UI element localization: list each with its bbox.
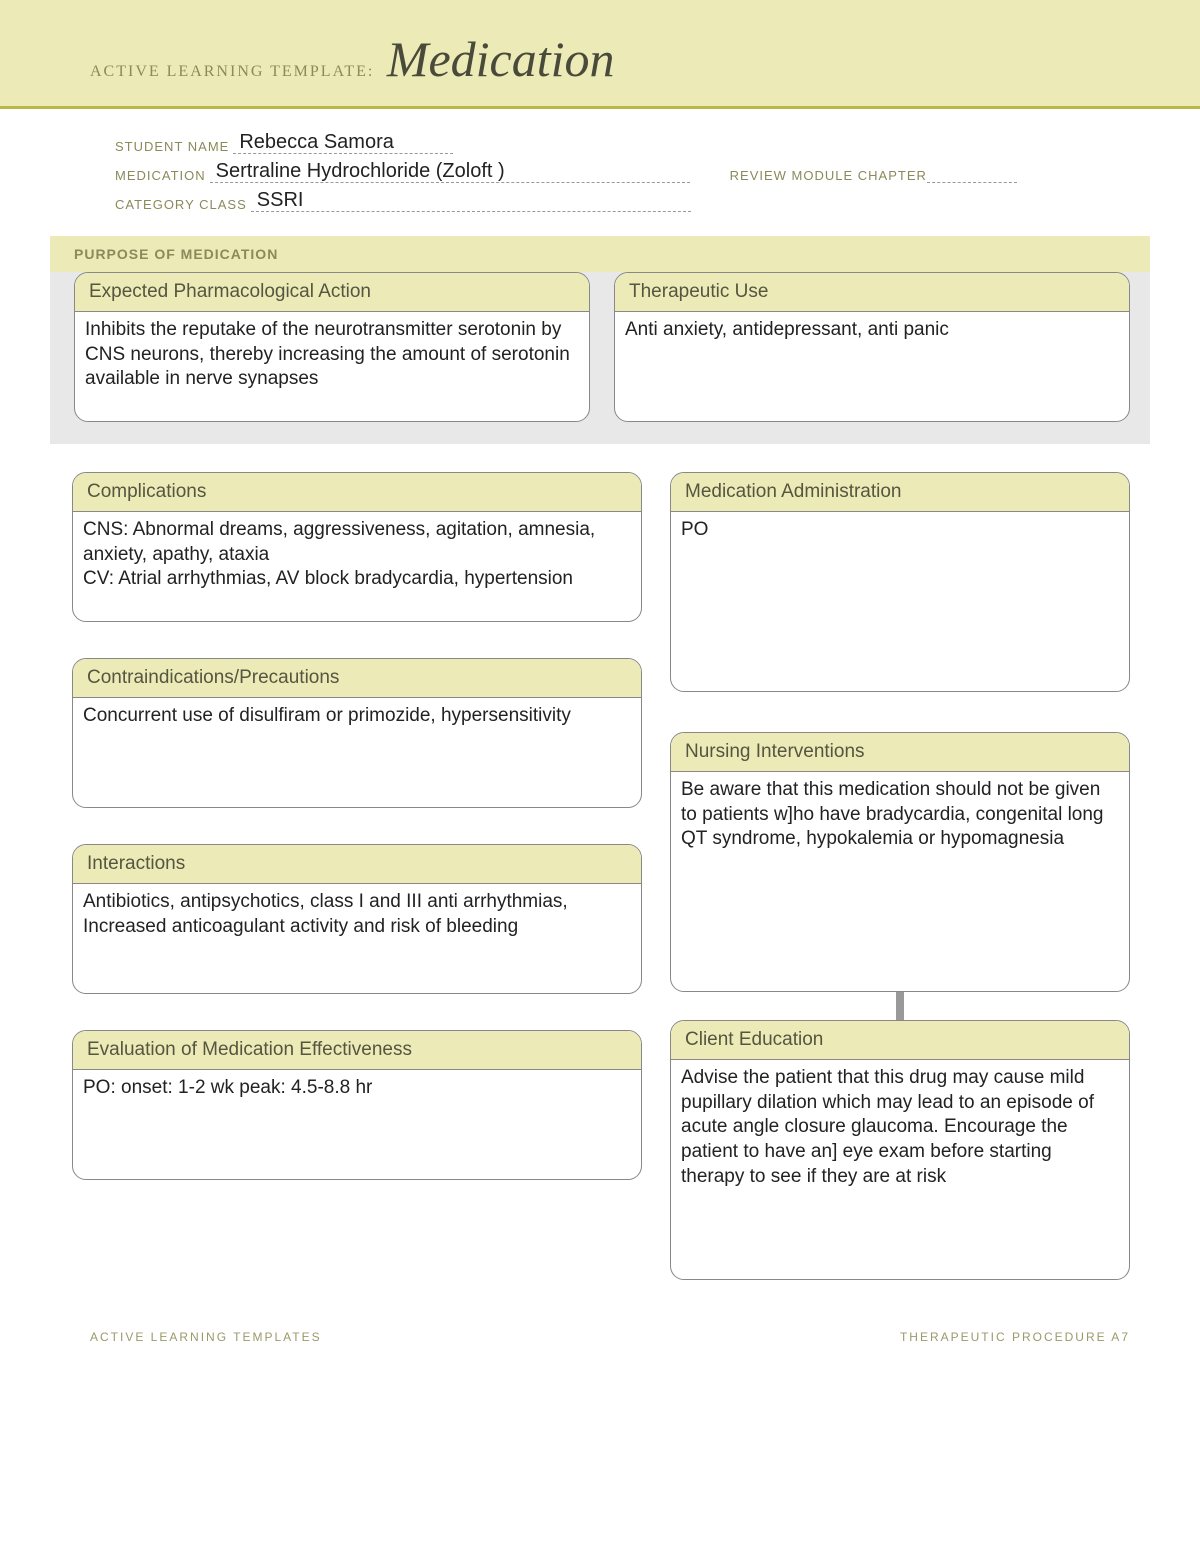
- card-interactions-body: Antibiotics, antipsychotics, class I and…: [73, 884, 641, 949]
- card-client-education-body: Advise the patient that this drug may ca…: [671, 1060, 1129, 1199]
- header-title: Medication: [387, 31, 615, 87]
- card-evaluation: Evaluation of Medication Effectiveness P…: [72, 1030, 642, 1180]
- student-name-label: STUDENT NAME: [115, 139, 229, 154]
- purpose-boxes: Expected Pharmacological Action Inhibits…: [50, 272, 1150, 444]
- medication-value: Sertraline Hydrochloride (Zoloft ): [210, 160, 690, 183]
- header-band: ACTIVE LEARNING TEMPLATE: Medication: [0, 0, 1200, 109]
- student-name-value: Rebecca Samora: [233, 131, 453, 154]
- right-column: Medication Administration PO Nursing Int…: [670, 472, 1130, 1280]
- card-expected-action: Expected Pharmacological Action Inhibits…: [74, 272, 590, 422]
- card-administration-body: PO: [671, 512, 1129, 553]
- card-administration: Medication Administration PO: [670, 472, 1130, 692]
- card-interactions: Interactions Antibiotics, antipsychotics…: [72, 844, 642, 994]
- medication-label: MEDICATION: [115, 168, 206, 183]
- card-therapeutic-use-body: Anti anxiety, antidepressant, anti panic: [615, 312, 1129, 353]
- review-chapter-label: REVIEW MODULE CHAPTER: [730, 168, 927, 183]
- card-expected-action-title: Expected Pharmacological Action: [75, 273, 589, 312]
- card-administration-title: Medication Administration: [671, 473, 1129, 512]
- category-class-value: SSRI: [251, 189, 691, 212]
- card-complications-body: CNS: Abnormal dreams, aggressiveness, ag…: [73, 512, 641, 602]
- card-client-education-title: Client Education: [671, 1021, 1129, 1060]
- purpose-section-title: PURPOSE OF MEDICATION: [74, 246, 1130, 272]
- card-nursing-interventions-body: Be aware that this medication should not…: [671, 772, 1129, 862]
- footer-right: THERAPEUTIC PROCEDURE A7: [900, 1330, 1130, 1344]
- card-contraindications: Contraindications/Precautions Concurrent…: [72, 658, 642, 808]
- main-grid: Complications CNS: Abnormal dreams, aggr…: [0, 444, 1200, 1300]
- review-chapter-value: [927, 165, 1017, 183]
- category-class-label: CATEGORY CLASS: [115, 197, 247, 212]
- purpose-section: PURPOSE OF MEDICATION Expected Pharmacol…: [50, 236, 1150, 444]
- card-interactions-title: Interactions: [73, 845, 641, 884]
- card-nursing-interventions-title: Nursing Interventions: [671, 733, 1129, 772]
- card-client-education: Client Education Advise the patient that…: [670, 1020, 1130, 1280]
- footer-left: ACTIVE LEARNING TEMPLATES: [90, 1330, 322, 1344]
- meta-row-medication: MEDICATION Sertraline Hydrochloride (Zol…: [115, 160, 1110, 183]
- card-expected-action-body: Inhibits the reputake of the neurotransm…: [75, 312, 589, 402]
- meta-row-student: STUDENT NAME Rebecca Samora: [115, 131, 1110, 154]
- card-therapeutic-use: Therapeutic Use Anti anxiety, antidepres…: [614, 272, 1130, 422]
- card-complications: Complications CNS: Abnormal dreams, aggr…: [72, 472, 642, 622]
- card-evaluation-body: PO: onset: 1-2 wk peak: 4.5-8.8 hr: [73, 1070, 641, 1111]
- left-column: Complications CNS: Abnormal dreams, aggr…: [72, 472, 642, 1280]
- card-contraindications-title: Contraindications/Precautions: [73, 659, 641, 698]
- card-therapeutic-use-title: Therapeutic Use: [615, 273, 1129, 312]
- card-evaluation-title: Evaluation of Medication Effectiveness: [73, 1031, 641, 1070]
- meta-row-category: CATEGORY CLASS SSRI: [115, 189, 1110, 212]
- card-nursing-interventions: Nursing Interventions Be aware that this…: [670, 732, 1130, 992]
- footer: ACTIVE LEARNING TEMPLATES THERAPEUTIC PR…: [0, 1300, 1200, 1374]
- connector-line: [896, 992, 904, 1020]
- card-contraindications-body: Concurrent use of disulfiram or primozid…: [73, 698, 641, 739]
- card-complications-title: Complications: [73, 473, 641, 512]
- header-prefix: ACTIVE LEARNING TEMPLATE:: [90, 63, 374, 80]
- meta-section: STUDENT NAME Rebecca Samora MEDICATION S…: [0, 109, 1200, 236]
